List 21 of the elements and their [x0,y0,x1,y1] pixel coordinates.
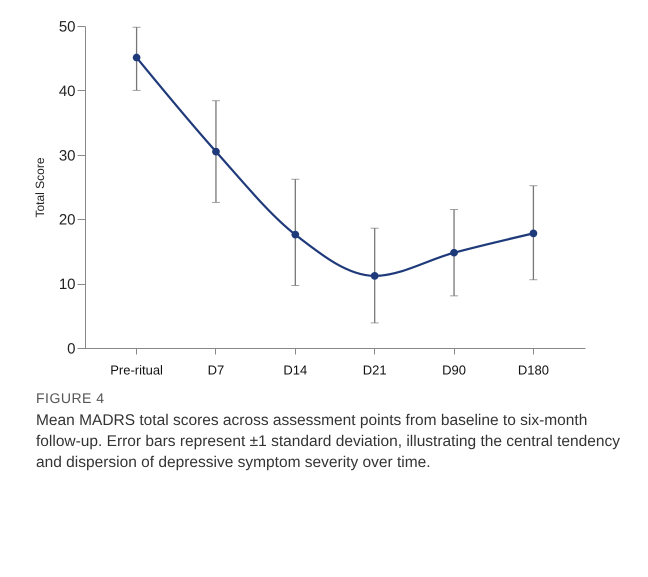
y-tick-label: 20 [58,212,76,229]
text: Mean MADRS total scores across assessment points from baseline to six-month follow-up. Error bars represent ±1 standard deviation, illustrating the central tendency and dispersion of depressive symptom severity over time. [36,411,622,473]
y-tick-label: 10 [58,276,76,294]
x-tick-label: D7 [208,362,224,378]
x-tick-label: D21 [362,362,387,378]
y-tick-label: 50 [58,18,76,36]
y-tick-label: 30 [58,147,76,164]
x-tick-label: D90 [442,362,466,378]
point [212,148,220,156]
y-tick-label: 0 [67,340,76,358]
point [132,54,140,62]
text: FIGURE 4 [36,390,106,406]
point [291,230,300,239]
x-tick-label: D180 [518,362,549,378]
x-tick-label: Pre-ritual [110,362,164,378]
y-tick-label: 40 [58,82,76,100]
point [370,272,379,280]
point [450,248,458,257]
y-axis-title: Total Score [32,157,47,218]
x-tick-label: D14 [283,362,308,378]
point [530,230,538,238]
